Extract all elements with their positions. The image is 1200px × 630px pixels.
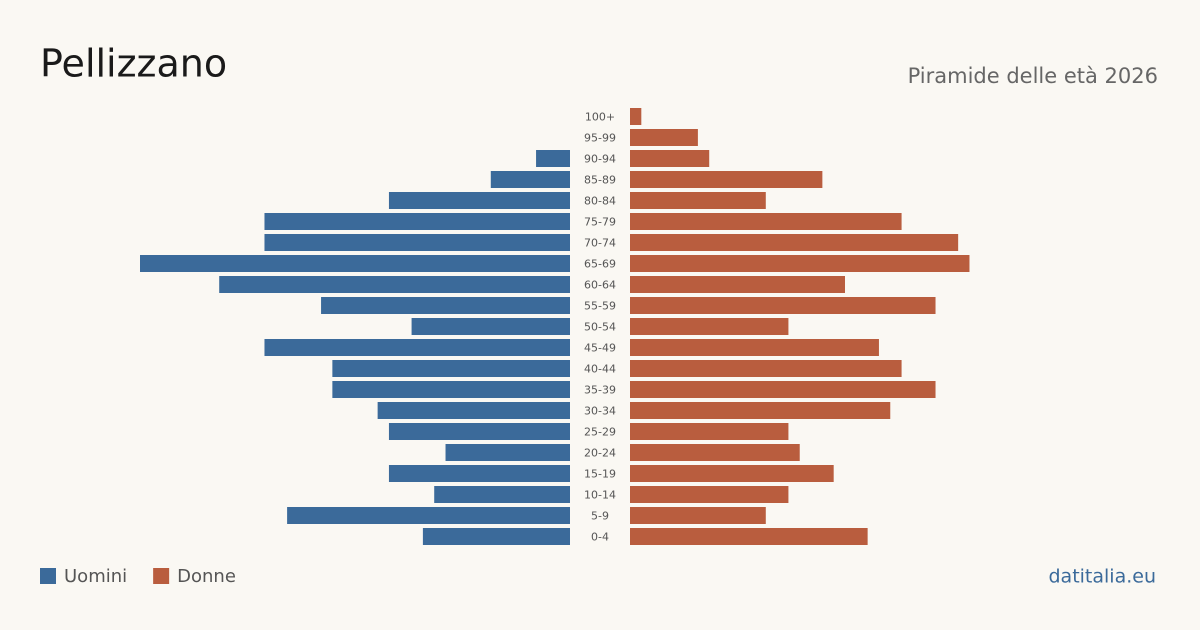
- bar: [321, 297, 570, 314]
- bar: [490, 171, 570, 188]
- age-label: 65-69: [584, 258, 616, 271]
- bar: [388, 465, 570, 482]
- bar: [264, 339, 570, 356]
- legend-swatch: [40, 568, 56, 584]
- age-label: 0-4: [591, 531, 609, 544]
- age-label: 75-79: [584, 216, 616, 229]
- bar: [630, 171, 823, 188]
- chart-title: Pellizzano: [40, 42, 227, 86]
- age-label: 85-89: [584, 174, 616, 187]
- legend-label: Donne: [177, 566, 236, 587]
- age-label: 95-99: [584, 132, 616, 145]
- bar: [422, 528, 570, 545]
- age-label: 90-94: [584, 153, 616, 166]
- age-label: 100+: [585, 111, 615, 124]
- bar: [630, 297, 936, 314]
- bar: [264, 234, 570, 251]
- age-label: 70-74: [584, 237, 616, 250]
- bar: [434, 486, 570, 503]
- age-label: 15-19: [584, 468, 616, 481]
- bar: [630, 108, 642, 125]
- legend-label: Uomini: [64, 566, 127, 587]
- bar: [630, 360, 902, 377]
- bar: [536, 150, 570, 167]
- age-label: 60-64: [584, 279, 616, 292]
- bar: [219, 276, 571, 293]
- bar: [264, 213, 570, 230]
- bar: [630, 150, 710, 167]
- age-label: 50-54: [584, 321, 616, 334]
- bar: [630, 528, 868, 545]
- source: datitalia.eu: [1049, 566, 1157, 588]
- bar: [332, 360, 570, 377]
- bar: [630, 423, 789, 440]
- age-label: 45-49: [584, 342, 616, 355]
- bar: [630, 486, 789, 503]
- bar: [630, 402, 891, 419]
- bar: [630, 444, 800, 461]
- bar: [388, 192, 570, 209]
- age-label: 35-39: [584, 384, 616, 397]
- bar: [630, 339, 879, 356]
- age-label: 40-44: [584, 363, 616, 376]
- bar: [140, 255, 570, 272]
- bar: [332, 381, 570, 398]
- bar: [630, 129, 698, 146]
- bar: [630, 234, 959, 251]
- bar: [445, 444, 570, 461]
- chart-subtitle: Piramide delle età 2026: [908, 64, 1158, 88]
- bar: [630, 255, 970, 272]
- bar: [630, 318, 789, 335]
- age-label: 20-24: [584, 447, 616, 460]
- bar: [287, 507, 570, 524]
- bar: [630, 276, 845, 293]
- age-label: 25-29: [584, 426, 616, 439]
- bar: [630, 192, 766, 209]
- bar: [377, 402, 570, 419]
- age-label: 10-14: [584, 489, 616, 502]
- age-label: 80-84: [584, 195, 616, 208]
- bar: [388, 423, 570, 440]
- legend-swatch: [153, 568, 170, 584]
- bar: [630, 465, 834, 482]
- bar: [411, 318, 570, 335]
- bar: [630, 213, 902, 230]
- bar: [630, 507, 766, 524]
- bar: [630, 381, 936, 398]
- age-label: 30-34: [584, 405, 616, 418]
- age-label: 55-59: [584, 300, 616, 313]
- age-label: 5-9: [591, 510, 609, 523]
